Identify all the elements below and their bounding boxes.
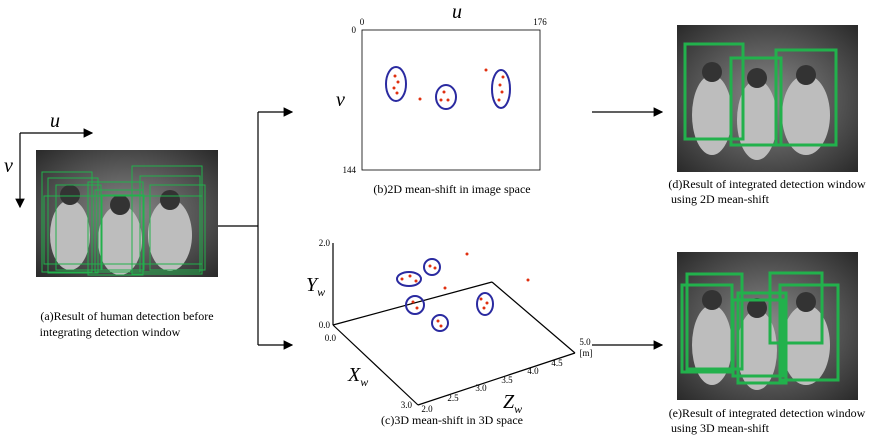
tick-label: 4.5 (551, 358, 563, 368)
axis-label: Yw (306, 274, 325, 299)
tick-label: 3.5 (501, 375, 513, 385)
photo-e (677, 252, 858, 400)
tick-label: 0 (360, 17, 365, 27)
axis-label: u (50, 110, 60, 132)
caption: (e)Result of integrated detection window (669, 406, 866, 420)
caption: (b)2D mean-shift in image space (373, 182, 530, 196)
tick-label: 144 (343, 165, 357, 175)
tick-label: 0.0 (325, 333, 337, 343)
caption: (c)3D mean-shift in 3D space (381, 413, 523, 427)
figure: u v (a)Result of human detection before … (0, 0, 880, 439)
axis-label: v (336, 89, 345, 111)
axis-label: Xw (347, 364, 368, 389)
tick-label: 3.0 (475, 383, 487, 393)
photo-d (677, 25, 858, 172)
caption: (a)Result of human detection before (40, 309, 213, 323)
plot-2d: u v 0 176 0 144 (336, 1, 547, 175)
tick-label: 5.0 (579, 337, 591, 347)
caption: using 3D mean-shift (671, 421, 770, 435)
tick-label: 0.0 (319, 320, 331, 330)
tick-label: 3.0 (401, 400, 413, 410)
caption: integrating detection window (40, 325, 181, 339)
axis-label: v (4, 155, 13, 177)
caption: (d)Result of integrated detection window (668, 177, 866, 191)
plot-3d: 2.0 0.0 0.0 3.0 2.0 2.5 3.0 3.5 4.0 4.5 … (306, 238, 593, 416)
photo-a (36, 150, 218, 277)
tick-label: 4.0 (527, 366, 539, 376)
tick-label: 2.0 (319, 238, 331, 248)
unit-label: [m] (580, 348, 593, 358)
tick-label: 176 (533, 17, 547, 27)
caption: using 2D mean-shift (671, 192, 770, 206)
axis-label: u (452, 1, 462, 23)
tick-label: 2.5 (447, 393, 459, 403)
tick-label: 0 (352, 25, 357, 35)
connectors (218, 112, 662, 345)
